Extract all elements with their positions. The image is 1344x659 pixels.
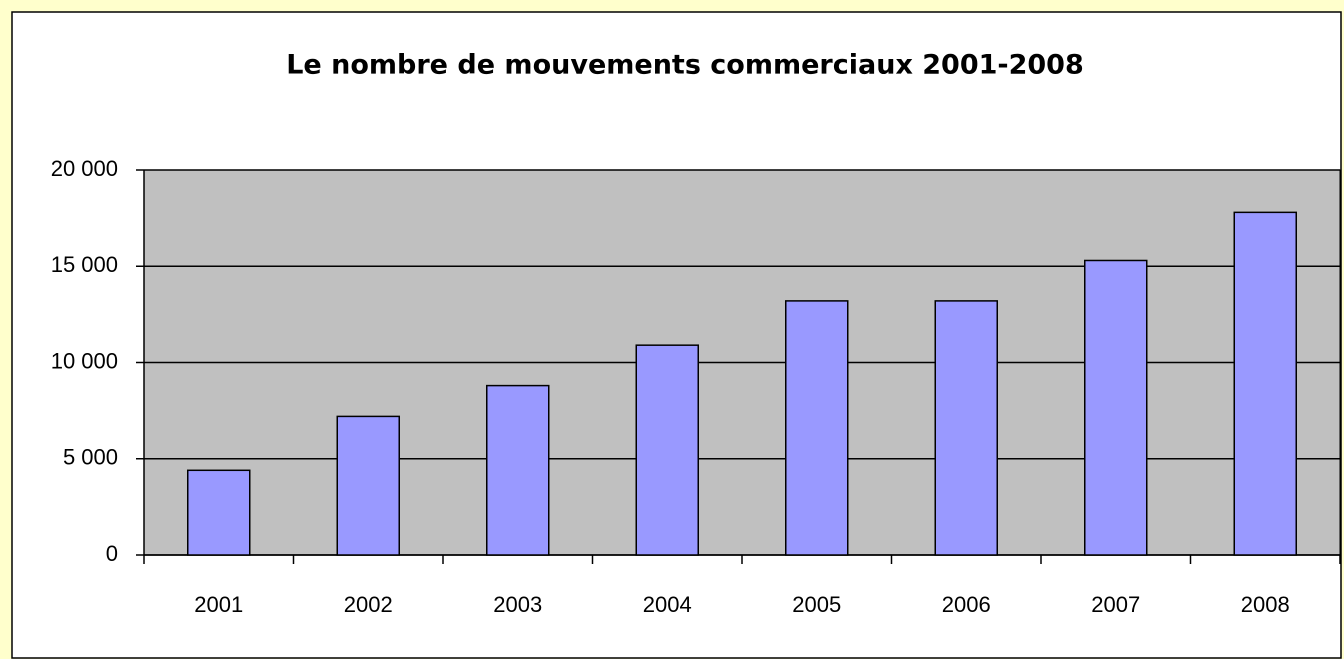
x-tick-label: 2004 [643,592,692,617]
bar [635,344,699,556]
bar [1084,259,1148,556]
x-tick-label: 2006 [942,592,991,617]
y-tick-label: 20 000 [51,156,118,181]
bar [187,469,251,556]
chart-title: Le nombre de mouvements commerciaux 2001… [286,50,1084,81]
bar [1233,211,1297,556]
x-tick-label: 2007 [1091,592,1140,617]
x-tick-label: 2008 [1241,592,1290,617]
bar [934,300,998,556]
y-tick-label: 0 [106,541,118,566]
x-tick-label: 2002 [344,592,393,617]
bar [785,300,849,556]
bar [486,384,550,556]
bar [336,415,400,556]
x-tick-label: 2003 [493,592,542,617]
x-tick-label: 2001 [194,592,243,617]
y-tick-label: 15 000 [51,252,118,277]
y-tick-label: 5 000 [63,445,118,470]
x-tick-label: 2005 [792,592,841,617]
y-tick-label: 10 000 [51,348,118,373]
